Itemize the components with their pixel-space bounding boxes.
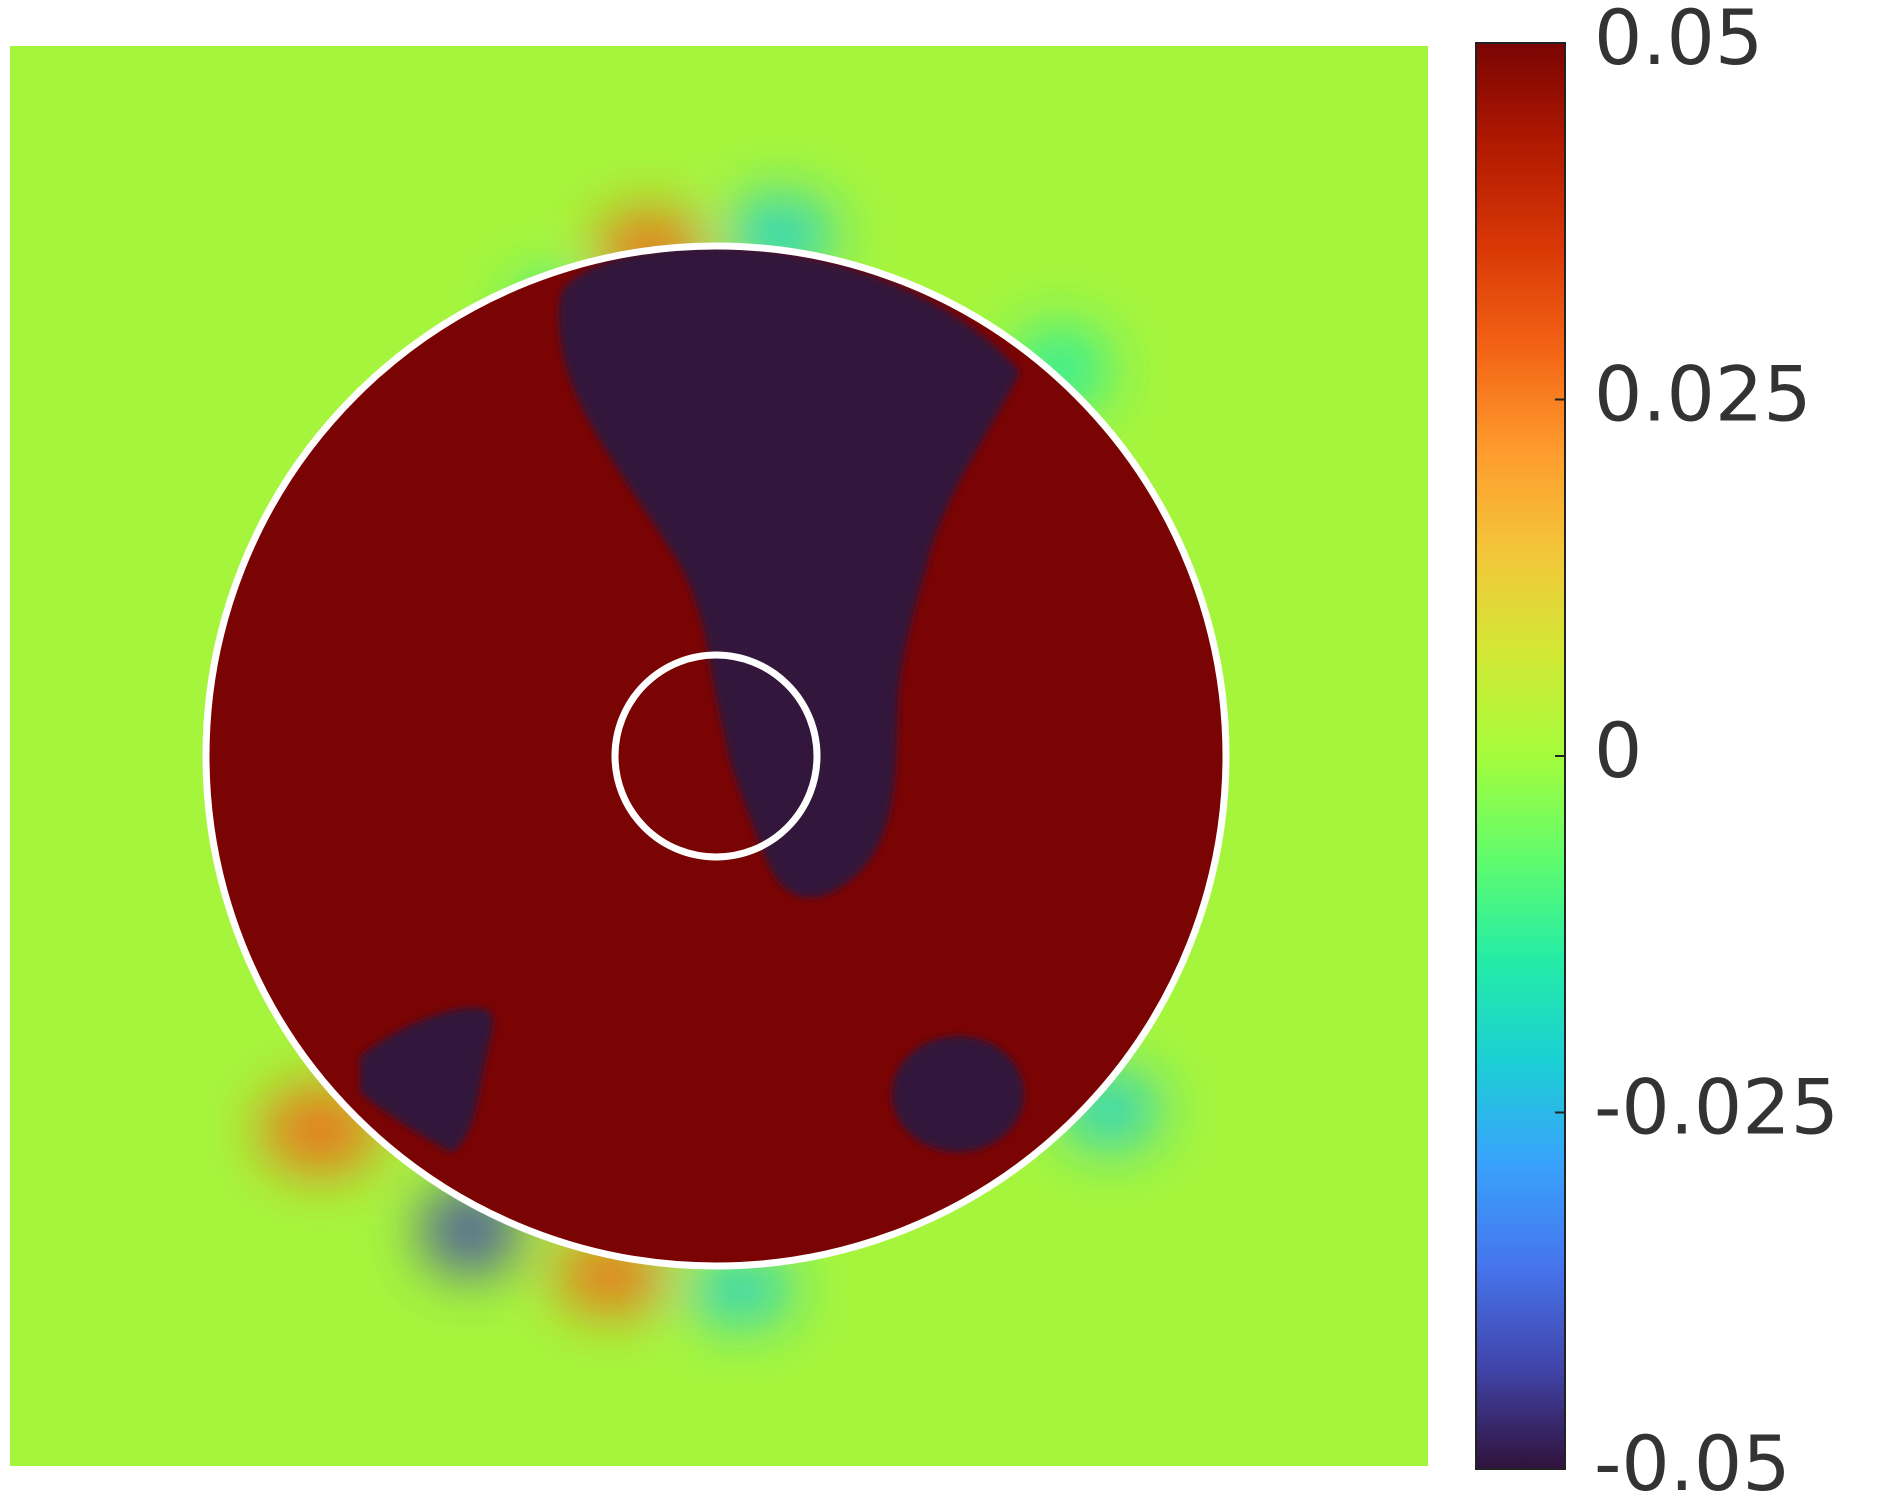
outer-boundary (202, 242, 1230, 1270)
colorbar-tick-label: 0.05 (1594, 0, 1763, 82)
colorbar-tick-label: 0.025 (1594, 349, 1812, 438)
low-region (892, 1036, 1024, 1152)
colorbar-tick-label: 0 (1594, 706, 1642, 795)
disk (208, 248, 1224, 1264)
inner-boundary (611, 651, 821, 861)
colorbar-tick-label: -0.025 (1594, 1062, 1839, 1151)
field (10, 46, 1428, 1466)
colorbar-ticks: -0.05 -0.025 0 0.025 0.05 (1555, 0, 1839, 1507)
colorbar-tick-label: -0.05 (1594, 1419, 1791, 1507)
low-region (360, 1007, 494, 1152)
colorbar (1475, 42, 1566, 1470)
low-region (558, 248, 1020, 898)
